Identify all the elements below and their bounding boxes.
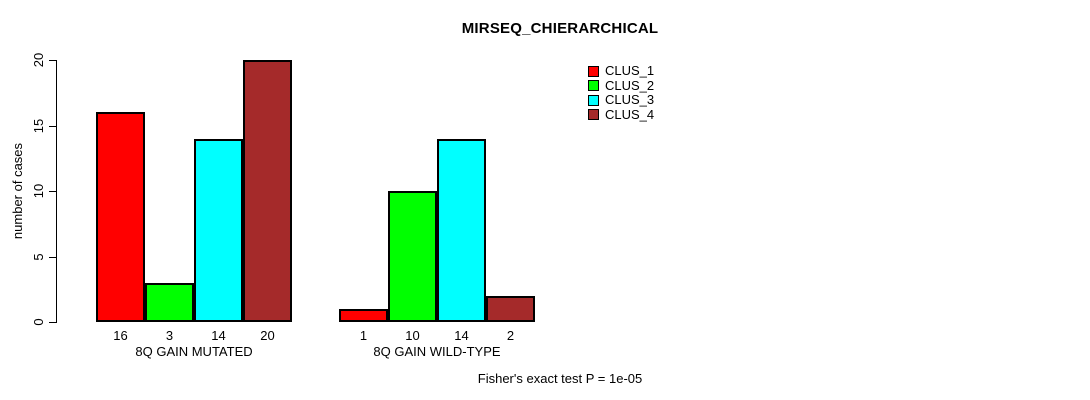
- legend-row-clus_3: CLUS_3: [588, 93, 654, 108]
- bar-clus_2-group2: [388, 191, 437, 322]
- y-axis-label: number of cases: [10, 142, 25, 240]
- legend-swatch-icon: [588, 65, 599, 77]
- bar-value-label: 10: [405, 328, 420, 343]
- y-tick: [49, 256, 56, 258]
- legend-label: CLUS_3: [605, 92, 655, 108]
- y-tick-label: 5: [31, 252, 46, 261]
- legend-swatch-icon: [588, 109, 599, 121]
- y-axis-line: [56, 60, 57, 323]
- bar-value-label: 1: [359, 328, 368, 343]
- bar-clus_4-group2: [486, 296, 535, 322]
- x-group-label-mutated: 8Q GAIN MUTATED: [135, 344, 253, 359]
- bar-clus_1-group1: [96, 112, 145, 322]
- bar-clus_3-group2: [437, 139, 486, 322]
- legend: CLUS_1 CLUS_2 CLUS_3 CLUS_4: [588, 64, 654, 122]
- bar-clus_2-group1: [145, 283, 194, 322]
- y-tick-label: 10: [31, 183, 46, 199]
- bar-value-label: 2: [506, 328, 515, 343]
- bar-clus_1-group2: [339, 309, 388, 322]
- legend-row-clus_2: CLUS_2: [588, 77, 655, 94]
- y-tick: [49, 60, 56, 61]
- legend-swatch-icon: [588, 80, 599, 92]
- legend-label: CLUS_2: [605, 77, 655, 93]
- bar-clus_4-group1: [243, 60, 292, 322]
- bar-value-label: 14: [211, 328, 226, 343]
- legend-swatch-icon: [588, 94, 599, 106]
- footer-note: Fisher's exact test P = 1e-05: [477, 371, 643, 386]
- bar-value-label: 3: [165, 328, 174, 343]
- legend-row-clus_4: CLUS_4: [588, 106, 655, 123]
- y-tick-label: 15: [31, 118, 46, 133]
- legend-label: CLUS_4: [605, 106, 655, 122]
- y-tick: [49, 125, 56, 127]
- bar-clus_3-group1: [194, 139, 243, 322]
- legend-label: CLUS_1: [605, 63, 655, 79]
- bar-value-label: 14: [454, 328, 469, 343]
- x-group-label-wildtype: 8Q GAIN WILD-TYPE: [373, 344, 501, 359]
- y-tick: [49, 322, 56, 323]
- chart-title: MIRSEQ_CHIERARCHICAL: [461, 20, 659, 37]
- y-tick-label: 0: [31, 318, 46, 326]
- y-tick: [49, 191, 56, 192]
- bar-value-label: 20: [260, 328, 275, 343]
- bar-value-label: 16: [113, 328, 128, 343]
- legend-row-clus_1: CLUS_1: [588, 64, 654, 79]
- y-tick-label: 20: [31, 52, 46, 68]
